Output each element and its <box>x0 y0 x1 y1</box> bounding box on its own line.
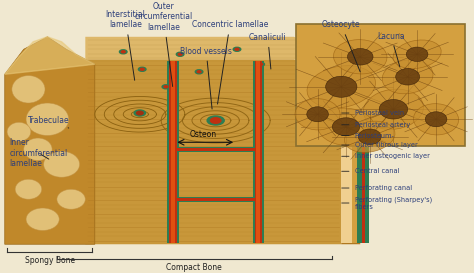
Circle shape <box>134 110 146 116</box>
Ellipse shape <box>26 208 59 230</box>
Polygon shape <box>5 37 95 74</box>
Ellipse shape <box>7 122 31 141</box>
Text: Periosteal vein: Periosteal vein <box>342 110 404 116</box>
Bar <box>256 61 260 243</box>
Text: Outer fibrous layer: Outer fibrous layer <box>342 142 417 148</box>
Ellipse shape <box>394 40 440 69</box>
Circle shape <box>257 62 264 66</box>
Bar <box>357 59 362 243</box>
Bar <box>296 24 465 146</box>
Text: Periosteum-: Periosteum- <box>342 132 394 138</box>
Bar <box>352 59 357 243</box>
Polygon shape <box>341 54 360 244</box>
Bar <box>255 61 262 243</box>
Circle shape <box>140 68 144 70</box>
Circle shape <box>259 63 263 65</box>
Text: Lacuna: Lacuna <box>377 32 405 67</box>
Polygon shape <box>85 59 341 244</box>
Circle shape <box>197 71 201 73</box>
Text: Blood vessels: Blood vessels <box>180 46 232 109</box>
Ellipse shape <box>406 47 428 61</box>
Polygon shape <box>85 37 341 74</box>
Ellipse shape <box>24 138 52 161</box>
Ellipse shape <box>364 89 423 129</box>
Ellipse shape <box>26 103 69 135</box>
Bar <box>365 59 369 243</box>
Bar <box>170 197 262 201</box>
Bar <box>362 59 365 243</box>
Ellipse shape <box>381 60 434 93</box>
Text: Interstitial
lamellae: Interstitial lamellae <box>106 10 146 80</box>
Text: Canaliculi: Canaliculi <box>249 33 287 69</box>
Text: Periosteal artery: Periosteal artery <box>342 122 410 128</box>
Circle shape <box>178 53 182 55</box>
Circle shape <box>235 48 239 50</box>
Ellipse shape <box>317 108 375 145</box>
Text: Osteocyte: Osteocyte <box>322 20 361 72</box>
Ellipse shape <box>15 179 42 199</box>
Circle shape <box>121 51 125 53</box>
Bar <box>167 61 179 243</box>
Ellipse shape <box>412 105 460 134</box>
Ellipse shape <box>12 76 45 103</box>
Ellipse shape <box>347 49 373 65</box>
Text: Inner osteogenic layer: Inner osteogenic layer <box>342 153 429 159</box>
Ellipse shape <box>307 107 328 122</box>
Ellipse shape <box>326 76 357 97</box>
Bar <box>170 147 262 152</box>
Text: Osteon: Osteon <box>189 130 217 139</box>
Ellipse shape <box>358 129 381 145</box>
Bar <box>170 198 262 201</box>
Ellipse shape <box>57 189 85 209</box>
Bar <box>341 59 352 243</box>
Text: Compact Bone: Compact Bone <box>166 263 222 272</box>
Text: Inner
circumferential
lamellae: Inner circumferential lamellae <box>9 138 68 168</box>
Text: Trabeculae: Trabeculae <box>28 116 70 128</box>
Text: Concentric lamellae: Concentric lamellae <box>191 20 268 104</box>
Circle shape <box>176 52 184 56</box>
Circle shape <box>233 47 241 51</box>
Bar <box>253 61 264 243</box>
Ellipse shape <box>345 121 394 153</box>
Circle shape <box>164 86 168 88</box>
Ellipse shape <box>334 40 387 74</box>
Text: Outer
circumferential
lamellae: Outer circumferential lamellae <box>135 2 192 87</box>
Ellipse shape <box>379 100 408 119</box>
Circle shape <box>195 70 203 74</box>
Text: Perforating (Sharpey's)
fibers: Perforating (Sharpey's) fibers <box>342 196 432 210</box>
Ellipse shape <box>332 118 360 136</box>
Text: Perforating canal: Perforating canal <box>342 185 412 191</box>
Circle shape <box>210 118 221 123</box>
Circle shape <box>119 50 127 54</box>
Circle shape <box>207 116 224 125</box>
Circle shape <box>137 111 143 115</box>
Bar <box>169 61 177 243</box>
Ellipse shape <box>44 151 80 177</box>
Bar <box>171 61 175 243</box>
Circle shape <box>138 67 146 71</box>
Ellipse shape <box>425 112 447 127</box>
Circle shape <box>162 85 170 89</box>
Text: Central canal: Central canal <box>342 168 399 174</box>
Ellipse shape <box>295 99 340 130</box>
Text: Spongy Bone: Spongy Bone <box>25 256 75 265</box>
Ellipse shape <box>309 65 374 109</box>
Polygon shape <box>5 37 95 244</box>
Ellipse shape <box>396 69 419 85</box>
Bar <box>170 148 262 151</box>
